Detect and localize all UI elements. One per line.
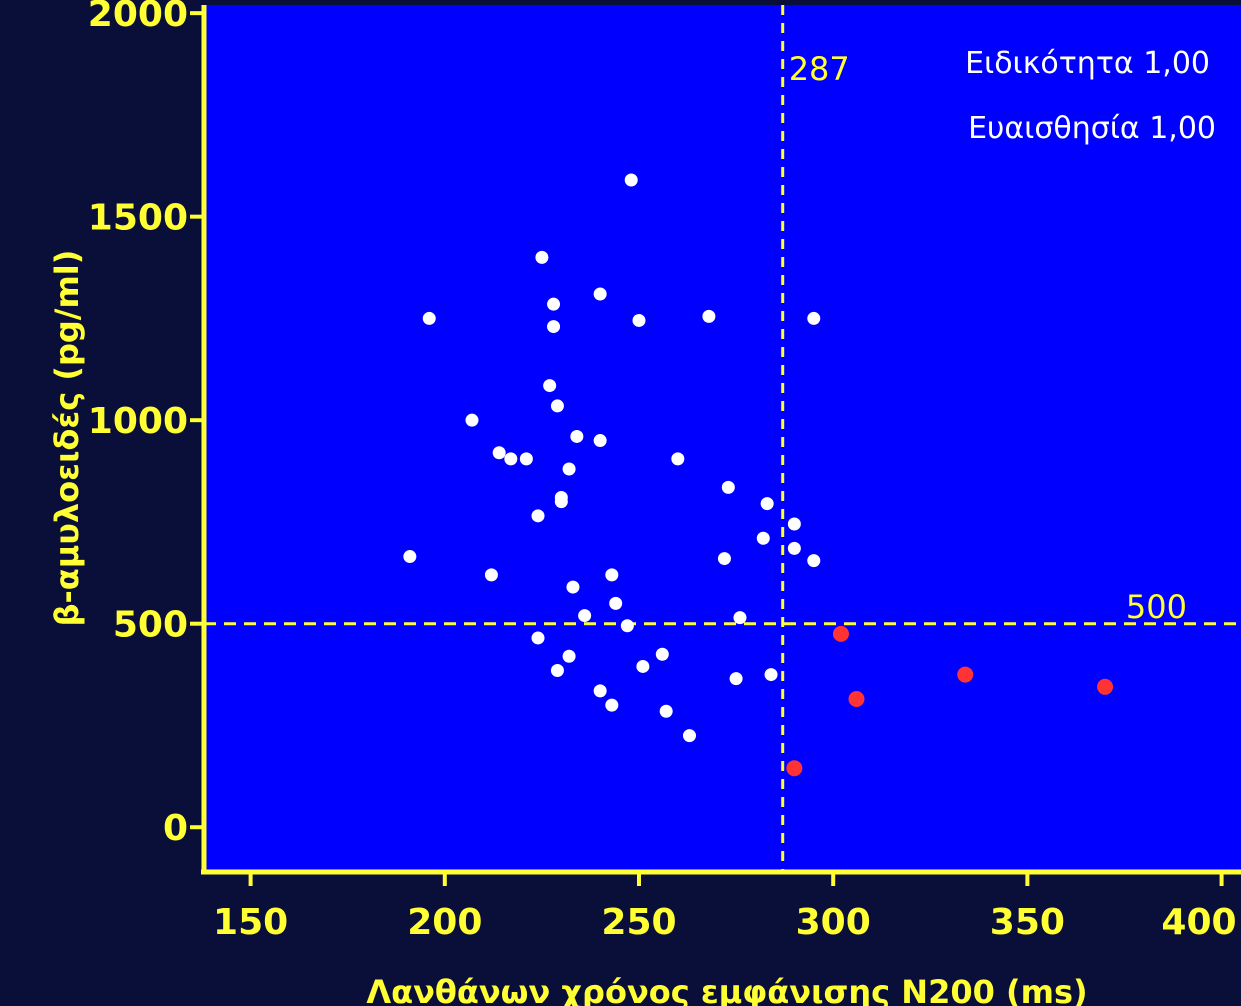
- data-point: [547, 297, 561, 311]
- data-point: [519, 452, 533, 466]
- y-tick-label: 2000: [88, 0, 188, 35]
- y-ticks: 0 500 1000 1500 2000: [88, 0, 204, 849]
- data-point: [787, 517, 801, 531]
- axes: [201, 5, 1241, 875]
- data-point: [492, 446, 506, 460]
- data-point-highlight: [832, 625, 849, 642]
- data-point: [554, 495, 568, 509]
- data-point: [624, 173, 638, 187]
- y-tick-label: 1500: [88, 198, 188, 239]
- y-axis-title: β-αμυλοειδές (pg/ml): [48, 250, 86, 627]
- data-point: [547, 320, 561, 334]
- annotation-sensitivity: Ευαισθησία 1,00: [968, 111, 1216, 146]
- data-point: [632, 313, 646, 327]
- x-axis-title: Λανθάνων χρόνος εμφάνισης N200 (ms): [366, 973, 1087, 1006]
- x-tick-label: 400: [1161, 902, 1236, 943]
- data-point: [659, 704, 673, 718]
- x-tick-label: 150: [213, 902, 288, 943]
- data-points: [403, 173, 1114, 777]
- data-point: [543, 379, 557, 393]
- data-point: [733, 611, 747, 625]
- data-point: [578, 609, 592, 623]
- data-point: [566, 580, 580, 594]
- data-point-highlight: [957, 666, 974, 683]
- data-point: [562, 462, 576, 476]
- data-point: [593, 287, 607, 301]
- x-tick-label: 250: [601, 902, 676, 943]
- data-point: [550, 399, 564, 413]
- data-point-highlight: [848, 691, 865, 708]
- data-point: [682, 729, 696, 743]
- data-point: [721, 480, 735, 494]
- y-tick-label: 1000: [88, 401, 188, 442]
- data-point: [605, 568, 619, 582]
- x-tick-label: 350: [990, 902, 1065, 943]
- data-point: [403, 550, 417, 564]
- data-point: [531, 631, 545, 645]
- reference-lines: [204, 5, 1241, 872]
- data-point: [465, 413, 479, 427]
- data-point: [807, 554, 821, 568]
- x-ticks: 150 200 250 300 350 400: [213, 872, 1237, 943]
- data-point: [531, 509, 545, 523]
- data-point: [593, 434, 607, 448]
- y-tick-label: 0: [163, 808, 188, 849]
- data-point: [570, 429, 584, 443]
- y-tick-label: 500: [113, 605, 188, 646]
- data-point: [620, 619, 634, 633]
- data-point-highlight: [1097, 678, 1114, 695]
- data-point: [787, 541, 801, 555]
- x-tick-label: 300: [796, 902, 871, 943]
- data-point-highlight: [786, 760, 803, 777]
- data-point: [729, 672, 743, 686]
- data-point: [760, 497, 774, 511]
- data-point: [609, 596, 623, 610]
- data-point: [605, 698, 619, 712]
- plot-background: [201, 5, 1241, 872]
- vertical-reference-label: 287: [789, 50, 850, 88]
- data-point: [702, 309, 716, 323]
- annotation-specificity: Ειδικότητα 1,00: [965, 46, 1210, 81]
- x-tick-label: 200: [407, 902, 482, 943]
- data-point: [422, 311, 436, 325]
- data-point: [636, 659, 650, 673]
- data-point: [671, 452, 685, 466]
- data-point: [764, 668, 778, 682]
- data-point: [550, 664, 564, 678]
- data-point: [655, 647, 669, 661]
- data-point: [756, 531, 770, 545]
- data-point: [484, 568, 498, 582]
- data-point: [593, 684, 607, 698]
- horizontal-reference-label: 500: [1126, 588, 1187, 626]
- data-point: [717, 552, 731, 566]
- data-point: [535, 250, 549, 264]
- data-point: [562, 649, 576, 663]
- data-point: [504, 452, 518, 466]
- data-point: [807, 311, 821, 325]
